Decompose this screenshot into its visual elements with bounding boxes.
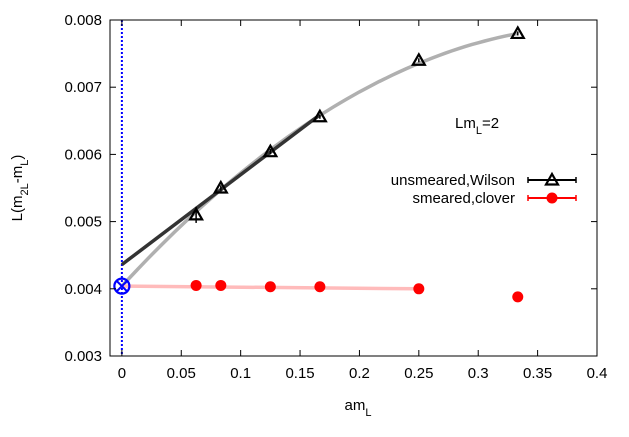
extrapolated-point (113, 277, 131, 295)
extrapolated-circle (113, 277, 131, 295)
x-tick-label: 0.3 (468, 365, 489, 382)
x-tick-label: 0.35 (523, 365, 552, 382)
x-tick-label: 0.2 (349, 365, 370, 382)
y-tick-label: 0.007 (64, 79, 102, 96)
data-point-wilson (509, 25, 526, 40)
data-point-clover (314, 281, 326, 293)
y-tick-label: 0.008 (64, 12, 102, 29)
data-point-clover (190, 279, 202, 291)
y-tick-label: 0.005 (64, 214, 102, 231)
legend: unsmeared,Wilson smeared,clover (391, 171, 577, 207)
legend-label-clover: smeared,clover (412, 190, 515, 207)
extrapolated-cross (116, 280, 128, 292)
y-axis-label: L(m2L-mL) (9, 155, 31, 222)
data-point-wilson (311, 108, 328, 123)
data-point-wilson (212, 179, 229, 194)
x-tick-label: 0.4 (587, 365, 608, 382)
x-axis-label: amL (345, 397, 372, 419)
y-tick-label: 0.006 (64, 146, 102, 163)
data-point-clover (264, 281, 276, 293)
legend-label-wilson: unsmeared,Wilson (391, 172, 515, 189)
y-tick-label: 0.003 (64, 348, 102, 365)
data-point-wilson (262, 143, 279, 158)
data-point-clover (215, 279, 227, 291)
annotation-label: LmL=2 (455, 115, 499, 137)
plot-frame (109, 19, 598, 357)
x-tick-label: 0.25 (404, 365, 433, 382)
axes: 0 0.05 0.1 0.15 0.2 0.25 0.3 0.35 0.4 0.003 0.004 0… (64, 12, 607, 382)
data-point-clover (512, 291, 524, 303)
y-tick-label: 0.004 (64, 281, 102, 298)
data-marks (113, 25, 526, 303)
legend-marker-circle (546, 192, 558, 204)
data-point-clover (413, 283, 425, 295)
data-point-wilson (188, 206, 205, 221)
data-point-wilson (410, 52, 427, 66)
x-tick-label: 0.1 (230, 365, 251, 382)
fit-curve-1 (120, 31, 519, 288)
x-tick-label: 0.15 (285, 365, 314, 382)
legend-marker-triangle (544, 171, 560, 186)
x-tick-label: 0.05 (167, 365, 196, 382)
x-tick-label: 0 (118, 365, 126, 382)
legend-samples (527, 171, 577, 204)
